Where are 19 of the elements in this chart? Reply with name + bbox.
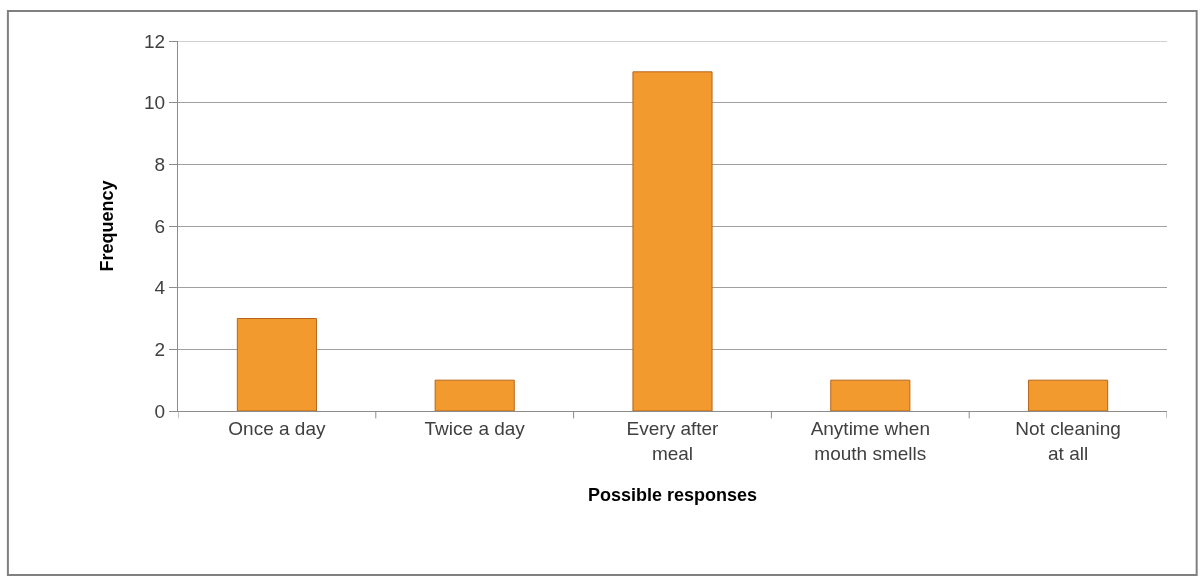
y-tick-label: 8 (154, 153, 166, 175)
x-tick-label: Not cleaning at all (1015, 417, 1121, 464)
y-tick-label: 6 (154, 215, 166, 237)
y-tick-label: 12 (144, 30, 166, 52)
bar (236, 318, 317, 411)
y-tick-label: 10 (144, 92, 166, 114)
y-tick-label: 2 (154, 338, 166, 360)
y-axis-title: Frequency (97, 180, 118, 272)
y-tick-label: 0 (154, 400, 166, 422)
bar (434, 379, 515, 411)
x-tick-label: Twice a day (424, 417, 526, 439)
x-tick-label: Anytime when mouth smells (810, 417, 930, 464)
bar (632, 71, 713, 411)
bar (830, 379, 911, 411)
x-tick-label: Every after meal (626, 417, 720, 464)
bar (1028, 379, 1109, 411)
y-tick-label: 4 (154, 277, 166, 299)
x-axis-title: Possible responses (587, 484, 758, 505)
x-tick-label: Once a day (228, 417, 326, 439)
